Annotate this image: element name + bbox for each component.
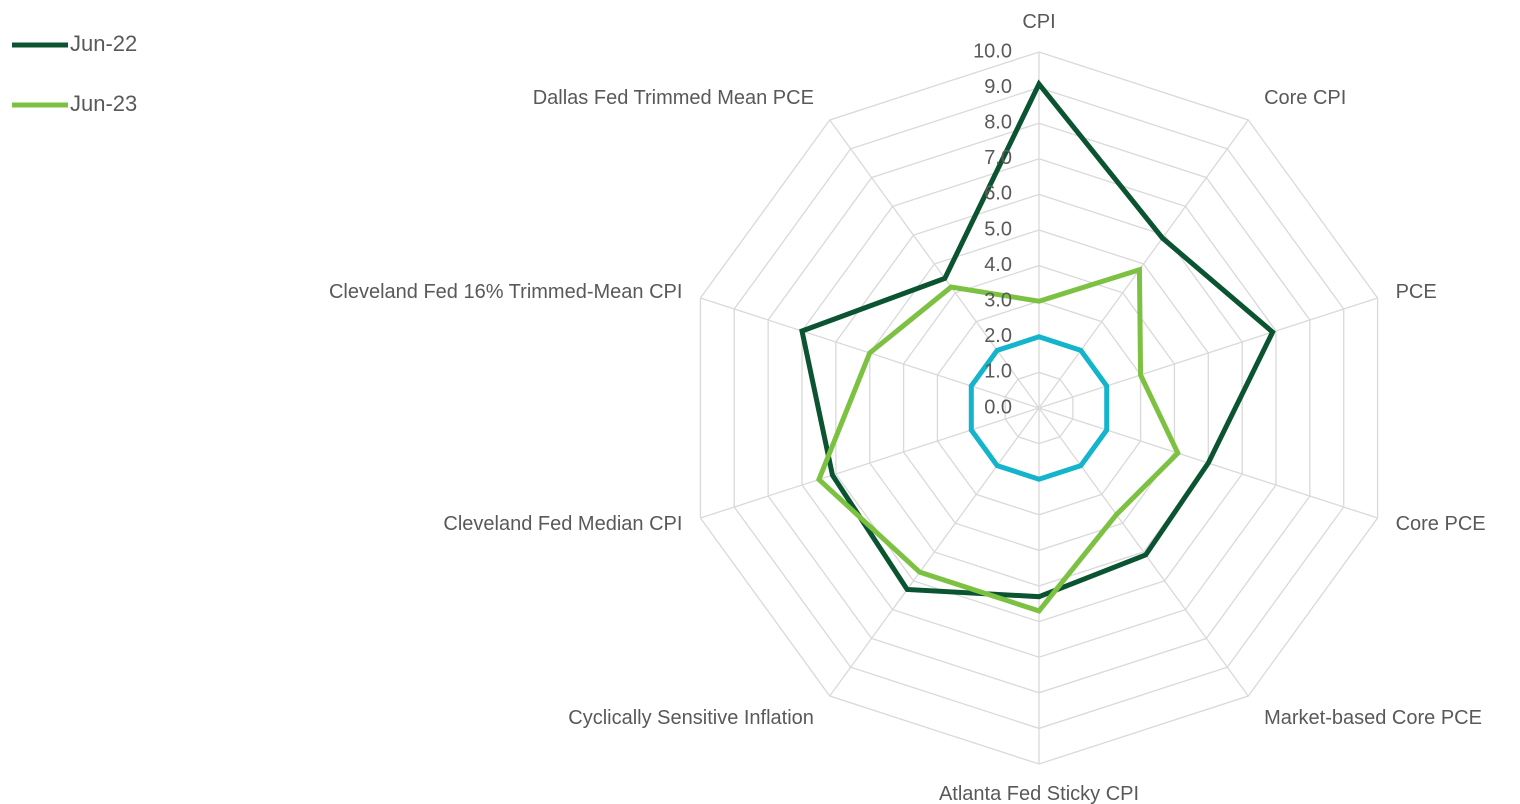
r-tick-label: 3.0 (984, 289, 1012, 311)
series-line (968, 334, 1110, 482)
spoke (1038, 119, 1249, 409)
r-tick-label: 6.0 (984, 183, 1012, 205)
category-label: PCE (1395, 281, 1437, 304)
r-tick-label: 1.0 (984, 361, 1012, 383)
category-label: Atlanta Fed Sticky CPI (938, 783, 1140, 804)
category-label: CPI (1022, 11, 1056, 33)
legend-label: Jun-23 (70, 91, 137, 116)
r-tick-label: 4.0 (984, 254, 1012, 276)
r-tick-label: 9.0 (984, 76, 1012, 98)
category-label: Core CPI (1264, 87, 1347, 110)
series-line (799, 79, 1276, 600)
r-tick-label: 10.0 (973, 40, 1012, 62)
category-label: Cleveland Fed Median CPI (443, 512, 683, 535)
category-label: Market-based Core PCE (1264, 706, 1482, 729)
r-tick-label: 8.0 (984, 111, 1012, 133)
series-line (815, 266, 1181, 614)
r-tick-label: 7.0 (984, 147, 1012, 169)
r-tick-label: 2.0 (984, 325, 1012, 347)
spoke (700, 407, 1040, 519)
spoke (829, 407, 1040, 697)
spoke (1038, 407, 1249, 697)
legend-label: Jun-22 (70, 31, 137, 56)
spoke (1038, 297, 1378, 409)
category-label: Core PCE (1395, 512, 1486, 535)
spoke (829, 119, 1040, 409)
r-tick-label: 5.0 (984, 218, 1012, 240)
category-label: Cyclically Sensitive Inflation (568, 706, 814, 729)
r-tick-label: 0.0 (984, 396, 1012, 418)
category-label: Dallas Fed Trimmed Mean PCE (532, 87, 814, 110)
category-label: Cleveland Fed 16% Trimmed-Mean CPI (328, 281, 683, 304)
